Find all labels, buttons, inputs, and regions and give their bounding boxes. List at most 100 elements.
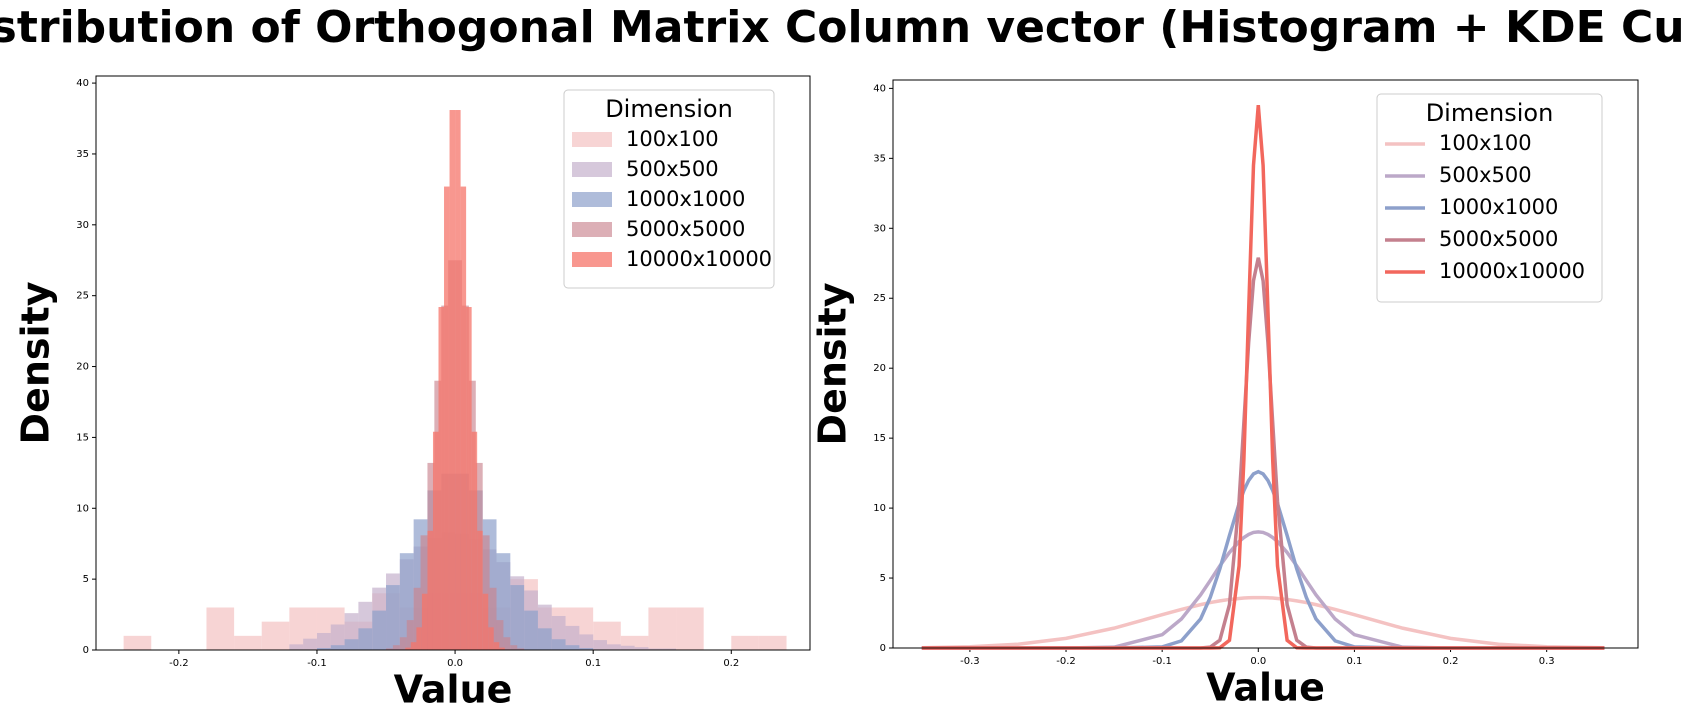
histogram-bar (477, 530, 483, 650)
legend-label: 1000x1000 (1439, 195, 1558, 219)
legend-label: 10000x10000 (1439, 259, 1585, 283)
axes-frame (95, 75, 811, 651)
histogram-bar (344, 639, 359, 650)
histogram-bar (460, 186, 467, 650)
x-tick-label: 0.0 (447, 658, 463, 669)
histogram-bar (392, 645, 400, 650)
figure-title: Distribution of Orthogonal Matrix Column… (0, 2, 1686, 53)
histogram-bar (482, 535, 490, 650)
histogram-bar (499, 647, 505, 650)
histogram-bar (579, 634, 594, 650)
x-tick-label: 0.0 (1250, 656, 1266, 667)
histogram-bar (206, 607, 235, 650)
histogram-bar (372, 610, 387, 650)
histogram-bar (289, 644, 304, 650)
histogram-bar (303, 638, 317, 650)
legend-box (1376, 93, 1603, 303)
y-tick-label: 40 (76, 78, 89, 89)
legend-label: 10000x10000 (626, 247, 772, 271)
y-tick-label: 10 (873, 503, 886, 514)
histogram-bar (316, 632, 331, 650)
histogram-bar (416, 627, 422, 650)
y-tick-label: 5 (83, 574, 89, 585)
kde-curve (921, 595, 1605, 650)
y-tick-label: 5 (880, 573, 886, 584)
legend-label: 5000x5000 (626, 217, 745, 241)
histogram-bar (565, 625, 580, 650)
histogram-bar (489, 587, 497, 650)
histogram-bar (449, 110, 456, 650)
histogram-bar (386, 648, 393, 650)
histogram-bar (413, 587, 421, 650)
histogram-bar (537, 628, 552, 650)
histogram-bar (386, 585, 400, 650)
y-axis-label: Density (811, 282, 855, 445)
histogram-bar (593, 640, 607, 650)
plot-area (123, 110, 787, 650)
histogram-bar (488, 627, 494, 650)
histogram-bar (410, 642, 417, 650)
x-axis-label: Value (1206, 666, 1325, 710)
x-tick-label: -0.1 (1152, 656, 1172, 667)
legend-box (563, 89, 775, 289)
y-tick-label: 20 (873, 363, 886, 374)
axes-frame (892, 79, 1639, 649)
histogram-bar (234, 635, 262, 650)
x-tick-label: 0.2 (723, 658, 739, 669)
histogram-bar (634, 647, 649, 650)
legend-label: 100x100 (626, 127, 719, 151)
legend-label: 100x100 (1439, 131, 1532, 155)
legend-label: 1000x1000 (626, 187, 745, 211)
histogram-bar (731, 635, 759, 650)
legend-title: Dimension (605, 95, 733, 123)
y-tick-label: 25 (873, 293, 886, 304)
x-tick-label: 0.3 (1539, 656, 1555, 667)
x-tick-label: 0.1 (1346, 656, 1362, 667)
y-tick-label: 35 (873, 153, 886, 164)
legend-swatch (572, 192, 612, 207)
y-axis-label: Density (14, 281, 58, 444)
histogram-bar (758, 635, 787, 650)
x-tick-label: 0.2 (1443, 656, 1459, 667)
x-tick-label: -0.1 (307, 658, 327, 669)
kde-curve (921, 257, 1605, 650)
x-tick-label: -0.2 (1056, 656, 1076, 667)
x-axis-label: Value (394, 668, 513, 712)
histogram-bar (493, 642, 500, 650)
y-tick-label: 15 (873, 433, 886, 444)
histogram-bar (406, 620, 414, 650)
histogram-bar (648, 648, 663, 650)
histogram-bar (399, 637, 407, 650)
y-tick-label: 30 (873, 223, 886, 234)
legend-swatch (572, 132, 612, 147)
kde-curve (921, 469, 1605, 650)
histogram-bar (432, 431, 439, 650)
y-tick-label: 15 (76, 432, 89, 443)
histogram-bar (482, 593, 489, 650)
legend-label: 5000x5000 (1439, 227, 1558, 251)
legend-title: Dimension (1426, 99, 1554, 127)
histogram-bar (421, 593, 428, 650)
legend-swatch (572, 252, 612, 267)
y-tick-label: 30 (76, 220, 89, 231)
histogram-bar (358, 628, 373, 650)
histogram-bar (565, 645, 580, 650)
histogram-bar (676, 607, 704, 650)
histogram-bar (517, 648, 525, 650)
histogram-bar (330, 645, 345, 650)
y-tick-label: 25 (76, 291, 89, 302)
histogram-bar (438, 307, 445, 650)
histogram-bar (330, 624, 345, 650)
histogram-bar (496, 620, 504, 650)
x-tick-label: -0.3 (960, 656, 980, 667)
histogram-bar (471, 431, 478, 650)
histogram-bar (510, 585, 525, 650)
histogram-bar (503, 637, 511, 650)
histogram-bar (405, 647, 411, 650)
histogram-bar (510, 645, 518, 650)
histogram-bar (524, 610, 538, 650)
x-tick-label: 0.1 (585, 658, 601, 669)
legend-swatch (572, 162, 612, 177)
histogram-bar (420, 535, 428, 650)
x-tick-label: -0.2 (169, 658, 189, 669)
